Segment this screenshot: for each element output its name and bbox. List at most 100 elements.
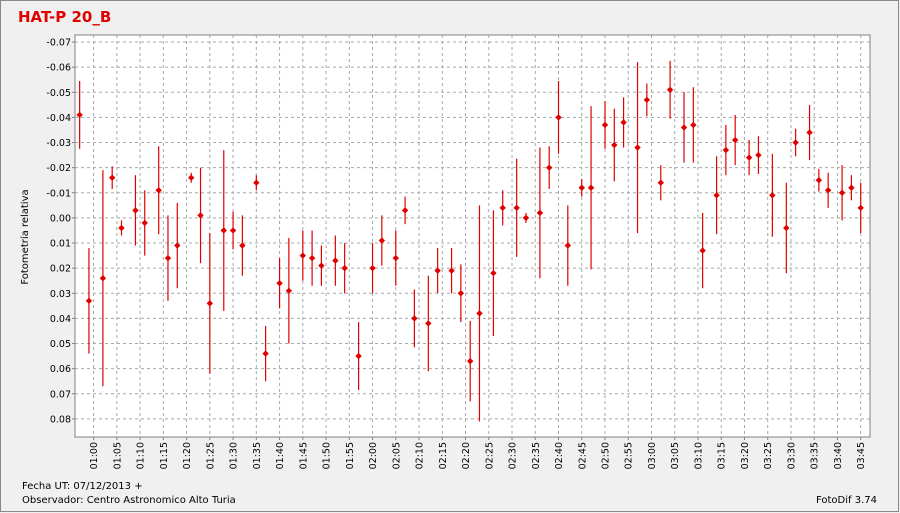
data-point [174, 242, 181, 249]
data-point [536, 209, 544, 217]
chart-title: HAT-P 20_B [18, 8, 111, 26]
x-tick-label: 02:10 [415, 442, 426, 469]
y-tick-label: 0.07 [50, 389, 71, 400]
x-tick-label: 01:55 [345, 442, 356, 469]
data-point [332, 257, 339, 264]
y-tick-label: -0.03 [46, 138, 71, 149]
data-point [401, 207, 409, 214]
x-tick-label: 02:40 [554, 442, 565, 469]
data-point [466, 357, 474, 365]
data-point [722, 146, 730, 154]
x-tick-label: 02:50 [601, 442, 612, 469]
data-point [341, 264, 348, 272]
x-tick-label: 01:40 [275, 442, 286, 469]
plot-area [74, 34, 871, 438]
data-point [132, 207, 139, 214]
x-tick-label: 01:00 [89, 442, 100, 469]
data-point [299, 252, 307, 259]
data-point [522, 214, 530, 222]
data-point [229, 227, 237, 234]
data-point [253, 179, 260, 186]
x-tick-label: 01:25 [205, 442, 216, 469]
y-tick-label: 0.06 [50, 364, 71, 375]
data-point [262, 350, 269, 357]
y-tick-label: 0.03 [50, 289, 71, 300]
data-point [434, 267, 441, 274]
data-point [783, 224, 790, 232]
data-point [564, 242, 572, 249]
x-tick-label: 01:30 [229, 442, 240, 469]
x-tick-label: 01:50 [322, 442, 333, 469]
data-point [611, 141, 618, 149]
y-tick-label: -0.07 [46, 38, 71, 49]
data-point [76, 111, 83, 119]
footer-date: Fecha UT: 07/12/2013 + [22, 481, 143, 492]
data-point [197, 212, 204, 219]
x-tick-label: 01:10 [136, 442, 147, 469]
x-tick-label: 02:05 [391, 442, 402, 469]
data-point [425, 320, 432, 327]
x-tick-label: 02:20 [461, 442, 472, 469]
x-tick-label: 01:45 [298, 442, 309, 469]
data-point [690, 121, 697, 129]
data-point [411, 315, 418, 322]
x-tick-label: 03:00 [647, 442, 658, 469]
data-point [643, 96, 651, 104]
x-tick-label: 02:25 [484, 442, 495, 469]
x-tick-label: 02:00 [368, 442, 379, 469]
y-tick-label: 0.01 [50, 239, 71, 250]
y-tick-label: 0.02 [50, 264, 71, 275]
data-point [448, 267, 455, 274]
y-tick-label: -0.05 [46, 88, 71, 99]
x-tick-label: 03:30 [786, 442, 797, 469]
data-point [699, 247, 706, 254]
x-tick-label: 02:15 [438, 442, 449, 469]
x-tick-label: 03:20 [740, 442, 751, 469]
data-point [369, 264, 376, 272]
x-tick-label: 01:15 [159, 442, 170, 469]
y-tick-label: -0.02 [46, 163, 71, 174]
x-tick-label: 03:25 [763, 442, 774, 469]
data-point [680, 124, 688, 131]
data-point [578, 184, 585, 191]
x-tick-label: 01:20 [182, 442, 193, 469]
y-tick-label: -0.06 [46, 63, 71, 74]
x-tick-label: 03:10 [693, 442, 704, 469]
x-tick-label: 02:30 [508, 442, 519, 469]
y-tick-label: 0.08 [50, 414, 71, 425]
x-tick-label: 03:40 [833, 442, 844, 469]
data-point [513, 204, 520, 212]
data-point [587, 184, 595, 191]
y-tick-label: 0.05 [50, 339, 71, 350]
data-point [490, 269, 497, 277]
data-point [285, 287, 293, 294]
x-tick-label: 03:45 [856, 442, 867, 469]
data-point [108, 174, 116, 181]
y-tick-label: 0.00 [50, 213, 71, 224]
data-point [824, 187, 832, 194]
x-tick-label: 03:35 [810, 442, 821, 469]
data-point [99, 275, 107, 282]
data-point [206, 300, 214, 307]
data-point [620, 119, 627, 126]
data-point [476, 310, 483, 317]
footer-observer: Observador: Centro Astronomico Alto Turi… [22, 495, 236, 506]
data-point [378, 237, 386, 244]
data-point [745, 154, 753, 161]
data-point [220, 227, 227, 234]
data-point [499, 204, 506, 212]
data-point [806, 129, 813, 136]
data-point [457, 290, 465, 297]
data-point [838, 189, 846, 196]
data-point [164, 254, 172, 262]
data-point [666, 86, 674, 93]
x-tick-label: 02:45 [577, 442, 588, 469]
data-point [815, 177, 823, 184]
y-axis-label: Fotometría relativa [19, 189, 31, 284]
data-point [731, 136, 739, 144]
data-point [141, 219, 148, 227]
y-tick-label: 0.04 [50, 314, 71, 325]
data-point [792, 139, 799, 146]
